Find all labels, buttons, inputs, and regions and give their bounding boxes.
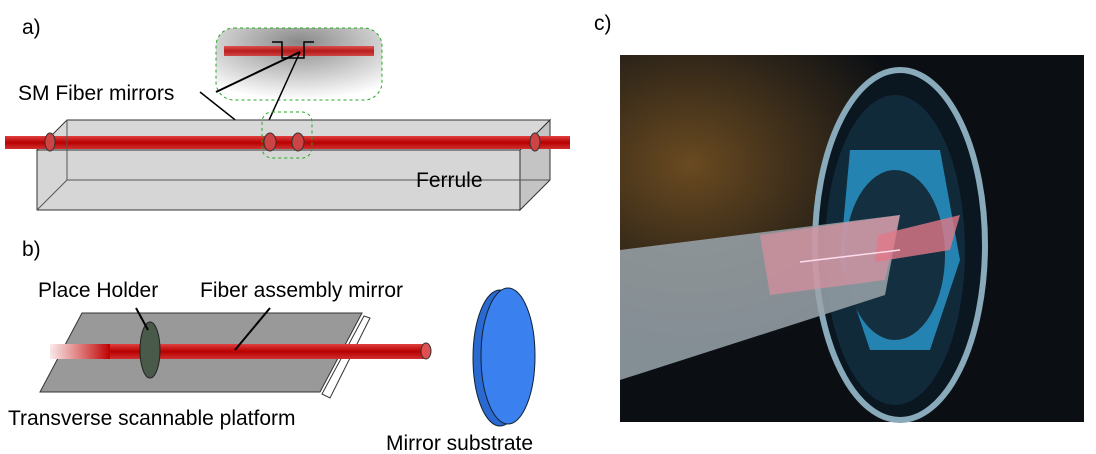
inset-box: [216, 28, 382, 100]
fiber-end: [421, 343, 431, 359]
panel-label: b): [22, 238, 41, 261]
mirror-label: Mirror substrate: [386, 432, 533, 454]
fiber-label: SM Fiber mirrors: [18, 82, 174, 105]
panel-label: c): [594, 12, 612, 35]
mirror-front: [481, 288, 535, 424]
fiber-assembly-label: Fiber assembly mirror: [200, 279, 403, 302]
panel-label: a): [22, 16, 41, 39]
ferrule-label: Ferrule: [416, 169, 483, 192]
holder-label: Place Holder: [38, 279, 158, 302]
fiber-end: [45, 133, 55, 151]
photo: [620, 55, 1084, 422]
fiber-end: [530, 133, 540, 151]
fiber-end: [292, 133, 304, 151]
platform-label: Transverse scannable platform: [8, 407, 296, 430]
place-holder: [140, 322, 160, 378]
fiber-fade: [50, 344, 110, 359]
fiber: [5, 136, 570, 149]
fiber-end: [264, 133, 276, 151]
figure: a) SM Fiber mirrors Ferrule b) Place Hol…: [0, 0, 1096, 454]
